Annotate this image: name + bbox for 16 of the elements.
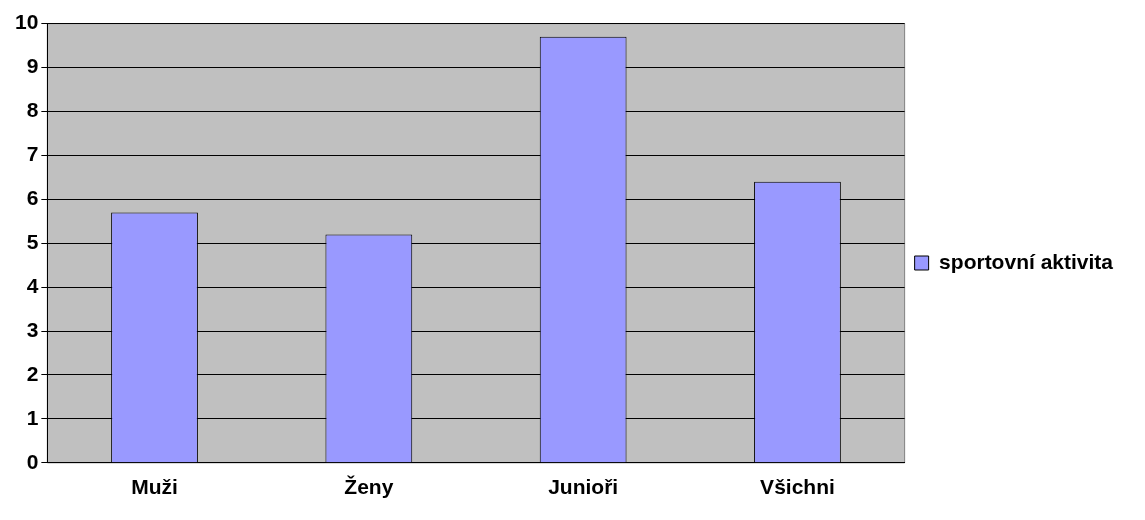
y-tick-label: 4 [26, 273, 39, 297]
x-tick-label: Junioři [548, 475, 619, 499]
y-tick-label: 1 [26, 405, 39, 429]
y-tick-label: 10 [15, 10, 39, 34]
y-tick-label: 5 [26, 230, 39, 253]
x-tick-label: Ženy [344, 475, 394, 499]
legend-label: sportovní aktivita [939, 249, 1114, 273]
y-tick-label: 2 [26, 361, 39, 385]
x-tick-label: Muži [131, 475, 178, 499]
y-tick-label: 3 [26, 317, 39, 341]
y-tick-label: 0 [26, 449, 39, 473]
y-tick-label: 7 [26, 142, 39, 166]
y-tick-label: 6 [26, 186, 39, 210]
y-tick-label: 8 [26, 98, 39, 122]
y-tick-label: 9 [26, 54, 39, 78]
x-tick-label: Všichni [760, 475, 835, 499]
